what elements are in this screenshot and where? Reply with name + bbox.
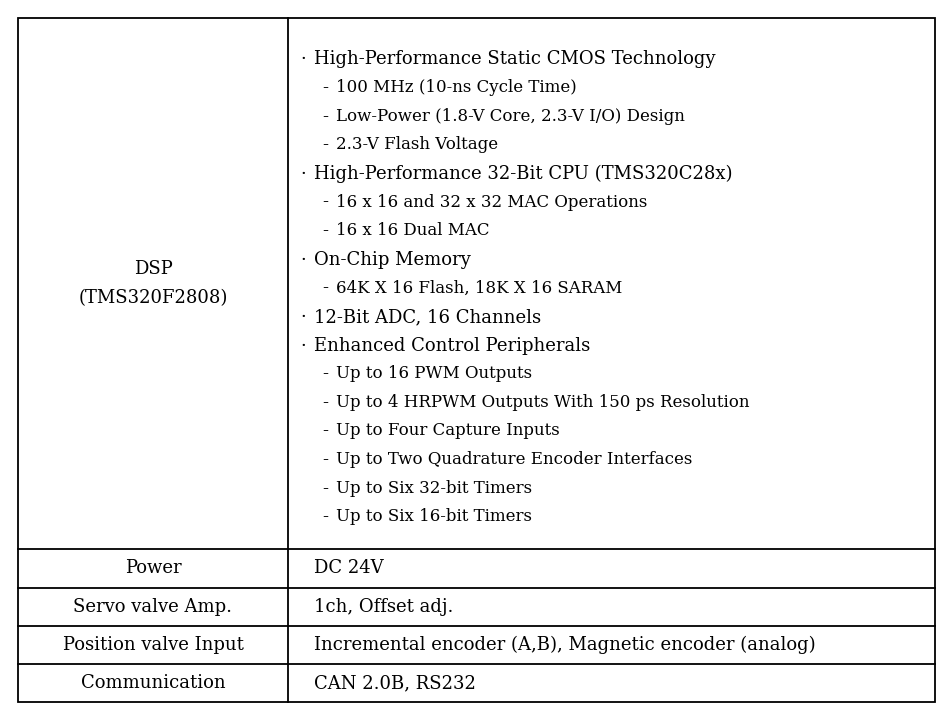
Text: 1ch, Offset adj.: 1ch, Offset adj.: [313, 598, 453, 616]
Text: Servo valve Amp.: Servo valve Amp.: [73, 598, 232, 616]
Text: Up to 4 HRPWM Outputs With 150 ps Resolution: Up to 4 HRPWM Outputs With 150 ps Resolu…: [336, 394, 748, 411]
Text: Up to Two Quadrature Encoder Interfaces: Up to Two Quadrature Encoder Interfaces: [336, 451, 692, 468]
Text: DSP
(TMS320F2808): DSP (TMS320F2808): [78, 260, 228, 307]
Text: 2.3-V Flash Voltage: 2.3-V Flash Voltage: [336, 136, 498, 153]
Text: ·: ·: [300, 50, 306, 68]
Text: -: -: [322, 423, 327, 441]
Text: -: -: [322, 480, 327, 498]
Text: -: -: [322, 222, 327, 240]
Text: -: -: [322, 108, 327, 126]
Text: -: -: [322, 279, 327, 297]
Text: Power: Power: [125, 559, 181, 577]
Text: ·: ·: [300, 308, 306, 326]
Text: DC 24V: DC 24V: [313, 559, 384, 577]
Text: ·: ·: [300, 251, 306, 269]
Text: ·: ·: [300, 337, 306, 355]
Text: CAN 2.0B, RS232: CAN 2.0B, RS232: [313, 674, 475, 692]
Text: Enhanced Control Peripherals: Enhanced Control Peripherals: [313, 337, 589, 355]
Text: Up to 16 PWM Outputs: Up to 16 PWM Outputs: [336, 365, 531, 382]
Text: -: -: [322, 79, 327, 97]
Text: Position valve Input: Position valve Input: [63, 636, 243, 654]
Text: 100 MHz (10-ns Cycle Time): 100 MHz (10-ns Cycle Time): [336, 79, 576, 96]
Text: High-Performance 32-Bit CPU (TMS320C28x): High-Performance 32-Bit CPU (TMS320C28x): [313, 165, 732, 183]
Text: 16 x 16 Dual MAC: 16 x 16 Dual MAC: [336, 222, 489, 239]
Text: -: -: [322, 508, 327, 526]
Text: ·: ·: [300, 165, 306, 183]
Text: -: -: [322, 194, 327, 212]
Text: Low-Power (1.8-V Core, 2.3-V I/O) Design: Low-Power (1.8-V Core, 2.3-V I/O) Design: [336, 108, 684, 125]
Text: Communication: Communication: [81, 674, 225, 692]
Text: On-Chip Memory: On-Chip Memory: [313, 251, 470, 269]
Text: Incremental encoder (A,B), Magnetic encoder (analog): Incremental encoder (A,B), Magnetic enco…: [313, 636, 815, 654]
Text: Up to Four Capture Inputs: Up to Four Capture Inputs: [336, 423, 559, 439]
Text: -: -: [322, 136, 327, 154]
Text: 64K X 16 Flash, 18K X 16 SARAM: 64K X 16 Flash, 18K X 16 SARAM: [336, 279, 622, 297]
Text: Up to Six 16-bit Timers: Up to Six 16-bit Timers: [336, 508, 531, 526]
Text: Up to Six 32-bit Timers: Up to Six 32-bit Timers: [336, 480, 531, 497]
Text: -: -: [322, 451, 327, 469]
Text: 16 x 16 and 32 x 32 MAC Operations: 16 x 16 and 32 x 32 MAC Operations: [336, 194, 646, 210]
Text: High-Performance Static CMOS Technology: High-Performance Static CMOS Technology: [313, 50, 715, 68]
Text: -: -: [322, 365, 327, 383]
Text: 12-Bit ADC, 16 Channels: 12-Bit ADC, 16 Channels: [313, 308, 541, 326]
Text: -: -: [322, 394, 327, 412]
